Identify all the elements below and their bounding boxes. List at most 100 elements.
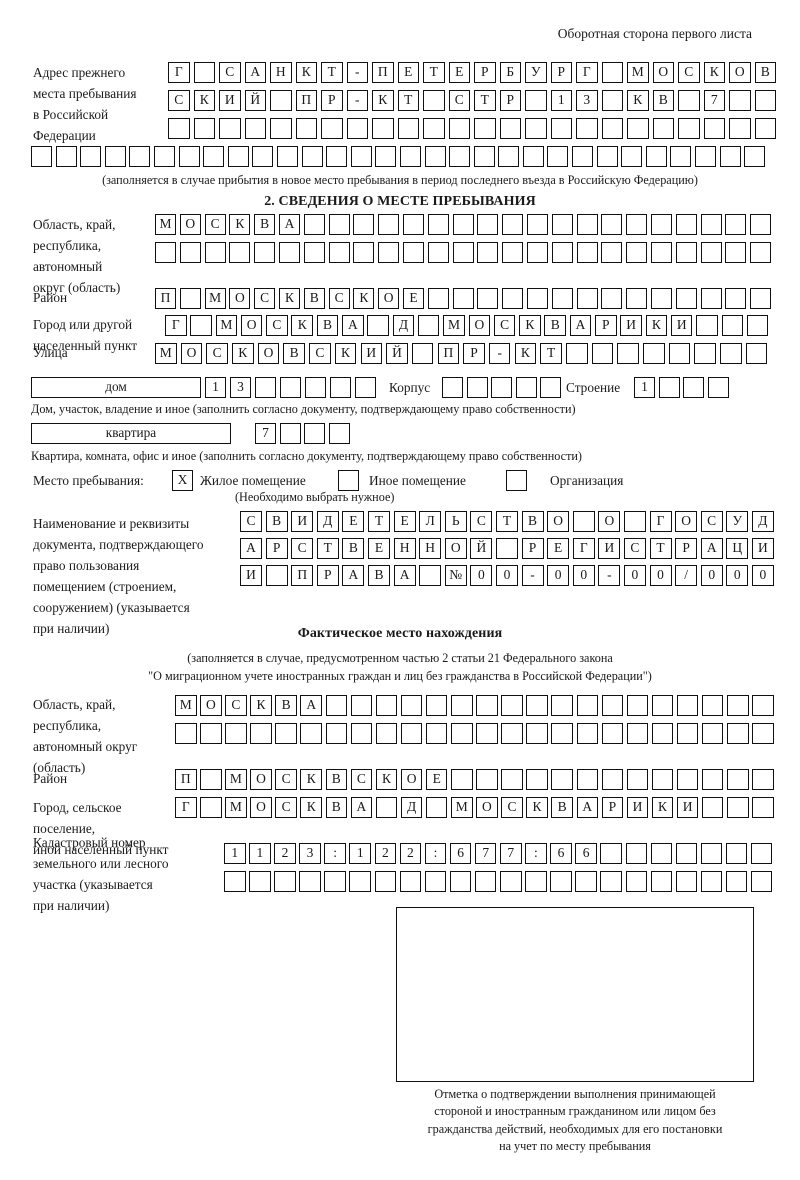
- char-cell[interactable]: [349, 871, 371, 892]
- char-cell[interactable]: [353, 242, 375, 263]
- char-cell[interactable]: [700, 214, 722, 235]
- char-cell[interactable]: 0: [470, 565, 493, 586]
- char-cell[interactable]: [750, 871, 773, 892]
- char-cell[interactable]: О: [400, 769, 423, 790]
- char-cell[interactable]: [551, 723, 573, 744]
- char-cell[interactable]: [700, 242, 722, 263]
- char-cell[interactable]: Е: [547, 538, 570, 559]
- char-cell[interactable]: [375, 146, 397, 167]
- char-cell[interactable]: [696, 315, 718, 336]
- char-cell[interactable]: Г: [649, 511, 672, 532]
- char-cell[interactable]: С: [623, 538, 646, 559]
- char-cell[interactable]: [244, 118, 266, 139]
- char-cell[interactable]: [668, 343, 691, 364]
- char-cell[interactable]: [750, 843, 773, 864]
- char-cell[interactable]: С: [470, 511, 493, 532]
- char-cell[interactable]: С: [254, 288, 276, 309]
- char-cell[interactable]: [31, 146, 52, 167]
- char-cell[interactable]: [754, 90, 776, 111]
- char-cell[interactable]: Т: [495, 511, 518, 532]
- char-cell[interactable]: В: [325, 797, 348, 818]
- char-cell[interactable]: [374, 871, 397, 892]
- char-cell[interactable]: С: [350, 769, 373, 790]
- char-cell[interactable]: Ь: [444, 511, 467, 532]
- char-cell[interactable]: 0: [751, 565, 774, 586]
- char-cell[interactable]: [600, 843, 622, 864]
- char-cell[interactable]: [498, 146, 520, 167]
- char-cell[interactable]: -: [521, 565, 544, 586]
- actual-region-row-2[interactable]: [175, 723, 777, 744]
- char-cell[interactable]: [321, 118, 343, 139]
- char-cell[interactable]: [367, 315, 389, 336]
- char-cell[interactable]: [419, 565, 442, 586]
- char-cell[interactable]: В: [521, 511, 544, 532]
- char-cell[interactable]: [224, 871, 246, 892]
- char-cell[interactable]: [729, 90, 751, 111]
- char-cell[interactable]: О: [598, 511, 621, 532]
- char-cell[interactable]: К: [334, 343, 357, 364]
- char-cell[interactable]: [476, 695, 498, 716]
- char-cell[interactable]: К: [519, 315, 541, 336]
- char-cell[interactable]: [276, 146, 298, 167]
- char-cell[interactable]: [701, 695, 724, 716]
- char-cell[interactable]: П: [295, 90, 317, 111]
- char-cell[interactable]: [378, 242, 400, 263]
- char-cell[interactable]: [328, 423, 350, 444]
- char-cell[interactable]: [627, 118, 649, 139]
- char-cell[interactable]: [452, 242, 474, 263]
- char-cell[interactable]: О: [257, 343, 280, 364]
- char-cell[interactable]: [750, 242, 772, 263]
- char-cell[interactable]: [400, 723, 423, 744]
- korpus-cells[interactable]: [442, 377, 565, 398]
- char-cell[interactable]: Е: [367, 538, 390, 559]
- char-cell[interactable]: С: [493, 315, 516, 336]
- char-cell[interactable]: 0: [726, 565, 749, 586]
- char-cell[interactable]: [651, 723, 674, 744]
- char-cell[interactable]: [473, 146, 495, 167]
- char-cell[interactable]: О: [547, 511, 570, 532]
- char-cell[interactable]: В: [551, 797, 573, 818]
- char-cell[interactable]: [675, 214, 697, 235]
- char-cell[interactable]: [499, 118, 521, 139]
- char-cell[interactable]: [299, 871, 321, 892]
- char-cell[interactable]: [325, 695, 348, 716]
- char-cell[interactable]: [572, 146, 594, 167]
- char-cell[interactable]: :: [424, 843, 447, 864]
- char-cell[interactable]: У: [726, 511, 749, 532]
- char-cell[interactable]: Т: [321, 62, 343, 83]
- char-cell[interactable]: В: [652, 90, 674, 111]
- char-cell[interactable]: 3: [230, 377, 251, 398]
- char-cell[interactable]: [423, 118, 445, 139]
- prev-address-row-3[interactable]: [168, 118, 780, 139]
- char-cell[interactable]: [752, 723, 774, 744]
- char-cell[interactable]: [707, 377, 729, 398]
- char-cell[interactable]: К: [627, 90, 649, 111]
- char-cell[interactable]: [417, 315, 440, 336]
- char-cell[interactable]: [601, 723, 624, 744]
- char-cell[interactable]: И: [219, 90, 241, 111]
- char-cell[interactable]: 0: [623, 565, 646, 586]
- char-cell[interactable]: [178, 146, 200, 167]
- char-cell[interactable]: К: [250, 695, 272, 716]
- char-cell[interactable]: [626, 288, 648, 309]
- char-cell[interactable]: [80, 146, 102, 167]
- char-cell[interactable]: [397, 118, 419, 139]
- char-cell[interactable]: [701, 723, 724, 744]
- char-cell[interactable]: В: [754, 62, 776, 83]
- char-cell[interactable]: 2: [274, 843, 296, 864]
- char-cell[interactable]: [576, 214, 598, 235]
- char-cell[interactable]: А: [350, 797, 373, 818]
- char-cell[interactable]: 2: [374, 843, 397, 864]
- char-cell[interactable]: [625, 871, 647, 892]
- char-cell[interactable]: [526, 695, 548, 716]
- char-cell[interactable]: [719, 146, 741, 167]
- char-cell[interactable]: 0: [649, 565, 672, 586]
- char-cell[interactable]: Г: [572, 538, 595, 559]
- char-cell[interactable]: [500, 871, 522, 892]
- char-cell[interactable]: Л: [419, 511, 442, 532]
- char-cell[interactable]: [700, 871, 723, 892]
- char-cell[interactable]: О: [444, 538, 467, 559]
- char-cell[interactable]: К: [232, 343, 254, 364]
- char-cell[interactable]: С: [448, 90, 470, 111]
